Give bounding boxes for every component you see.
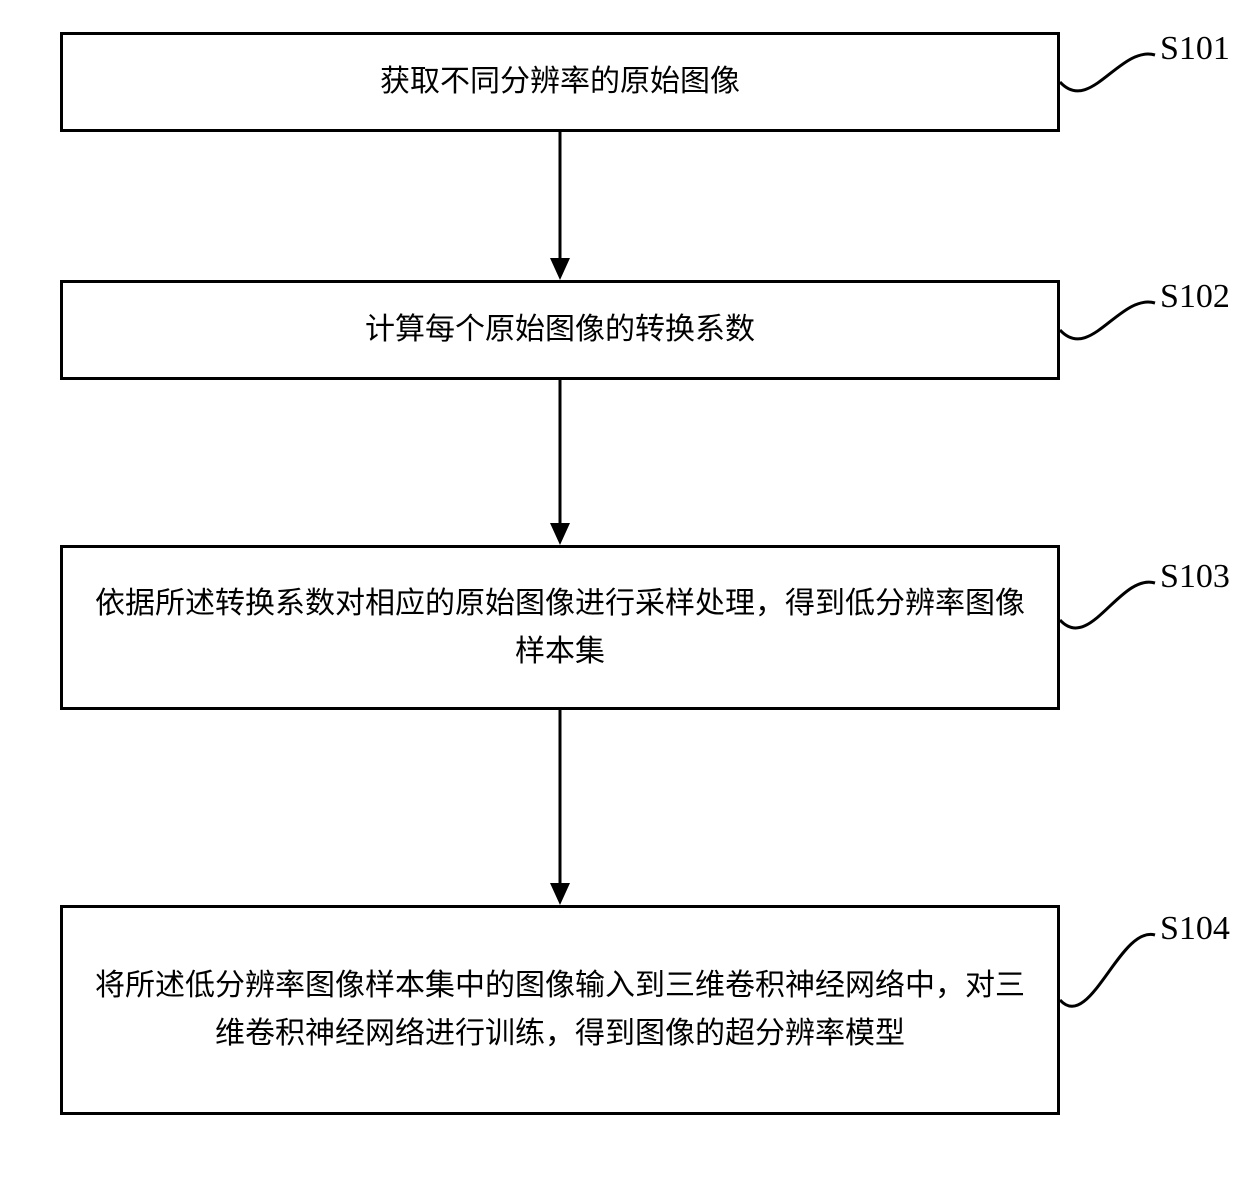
step-text-s103: 依据所述转换系数对相应的原始图像进行采样处理，得到低分辨率图像样本集 [93, 580, 1027, 676]
step-box-s104: 将所述低分辨率图像样本集中的图像输入到三维卷积神经网络中，对三维卷积神经网络进行… [60, 905, 1060, 1115]
step-label-s104: S104 [1160, 910, 1230, 948]
step-text-s101: 获取不同分辨率的原始图像 [380, 58, 740, 106]
step-box-s103: 依据所述转换系数对相应的原始图像进行采样处理，得到低分辨率图像样本集 [60, 545, 1060, 710]
step-text-s102: 计算每个原始图像的转换系数 [365, 306, 755, 354]
step-label-s102: S102 [1160, 278, 1230, 316]
step-text-s104: 将所述低分辨率图像样本集中的图像输入到三维卷积神经网络中，对三维卷积神经网络进行… [93, 962, 1027, 1058]
step-box-s102: 计算每个原始图像的转换系数 [60, 280, 1060, 380]
step-box-s101: 获取不同分辨率的原始图像 [60, 32, 1060, 132]
flowchart-container: 获取不同分辨率的原始图像 S101 计算每个原始图像的转换系数 S102 依据所… [0, 0, 1240, 1184]
step-label-s103: S103 [1160, 558, 1230, 596]
step-label-s101: S101 [1160, 30, 1230, 68]
